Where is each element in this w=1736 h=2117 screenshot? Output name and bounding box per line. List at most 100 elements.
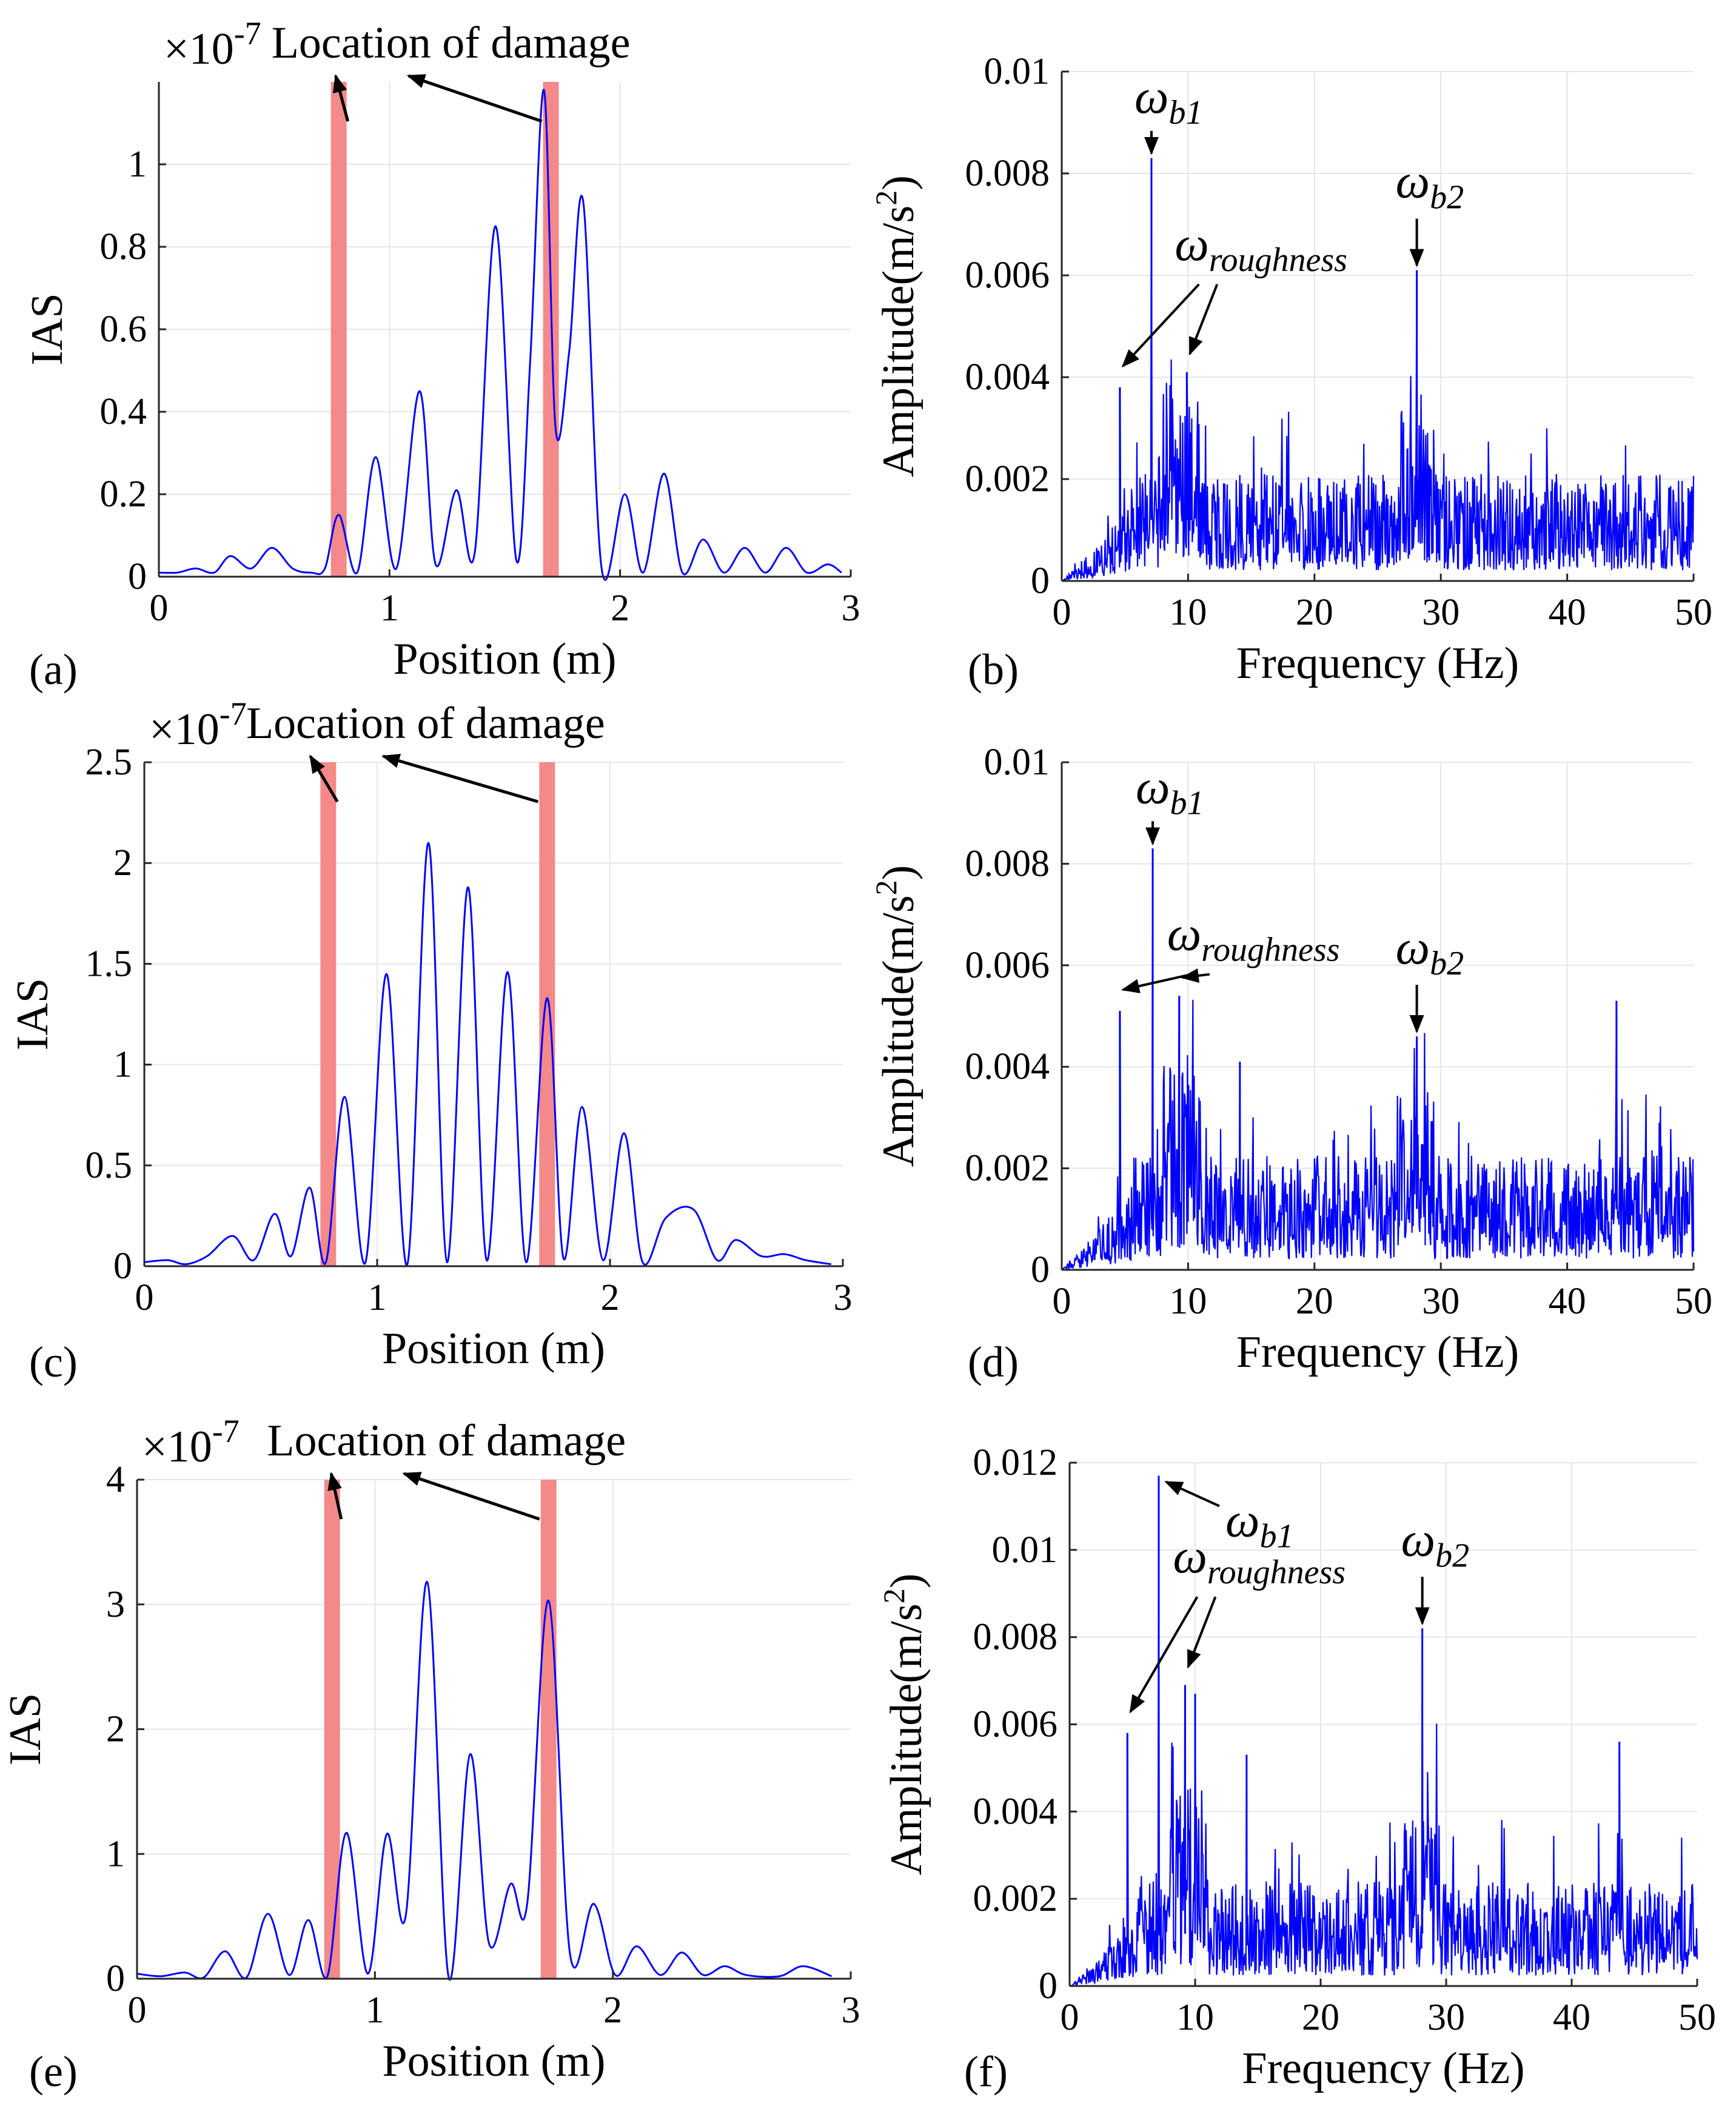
x-tick-label: 3 xyxy=(842,588,860,629)
y-tick-label: 0 xyxy=(1031,1249,1050,1290)
x-axis-label: Position (m) xyxy=(383,2036,606,2086)
omega-sub: b2 xyxy=(1430,945,1464,982)
damage-annotation: Location of damage xyxy=(246,699,605,748)
exponent-base: ×10 xyxy=(149,705,220,754)
damage-band-1 xyxy=(324,1480,340,1979)
roughness-arrow-right xyxy=(1180,968,1210,983)
omega-b2-label: ωb2 xyxy=(1401,1513,1469,1574)
x-tick-label: 50 xyxy=(1675,1281,1712,1322)
damage-band-1 xyxy=(330,82,347,577)
y-tick-label: 4 xyxy=(106,1459,125,1500)
exponent-base: ×10 xyxy=(142,1422,212,1472)
x-tick-label: 10 xyxy=(1169,1281,1207,1322)
y-axis-label-text: Amplitude(m/s xyxy=(882,1603,931,1875)
omega-sub: b2 xyxy=(1430,179,1464,216)
roughness-arrow-right xyxy=(1188,284,1219,356)
y-tick-label: 0 xyxy=(113,1246,132,1287)
omega-roughness-label: ωroughness xyxy=(1167,908,1340,969)
chart-panel-6: 0 10 20 30 40 50 0 0.002 0.004 0.006 0.008 0.01 0.01… xyxy=(877,1442,1716,2096)
x-axis-label: Position (m) xyxy=(382,1324,605,1374)
omega-roughness-label: ωroughness xyxy=(1173,1530,1346,1591)
y-tick-label: 1.5 xyxy=(85,943,133,984)
x-tick-label: 30 xyxy=(1427,1997,1465,2038)
omega-sub: b1 xyxy=(1170,784,1204,822)
y-tick-label: 1 xyxy=(113,1044,132,1085)
y-axis-label-end: ) xyxy=(882,1574,931,1589)
roughness-arrow-left xyxy=(1121,283,1200,367)
damage-arrow-left xyxy=(332,74,350,122)
omega-symbol: ω xyxy=(1401,1513,1435,1566)
x-axis-label: Position (m) xyxy=(394,634,617,684)
y-tick-label: 0.002 xyxy=(965,458,1050,500)
y-axis-label: Amplitude(m/s2) xyxy=(869,865,923,1167)
damage-arrow-right xyxy=(406,74,543,123)
y-tick-label: 2 xyxy=(113,842,132,884)
omega-b1-label: ωb1 xyxy=(1134,70,1202,132)
panel-label: (e) xyxy=(29,2047,78,2096)
x-tick-label: 2 xyxy=(601,1277,620,1318)
series-line xyxy=(1061,158,1695,582)
y-tick-label: 0 xyxy=(128,556,147,597)
omega-symbol: ω xyxy=(1225,1494,1259,1548)
y-tick-label: 0.01 xyxy=(992,1529,1058,1571)
x-tick-label: 0 xyxy=(1061,1997,1079,2038)
x-tick-label: 3 xyxy=(842,1990,860,2031)
gridlines xyxy=(159,82,851,577)
damage-arrow-right xyxy=(381,754,539,804)
exponent-power: -7 xyxy=(234,15,261,52)
x-tick-label: 0 xyxy=(150,588,169,629)
x-axis-label: Frequency (Hz) xyxy=(1236,1327,1519,1377)
y-tick-label: 0.008 xyxy=(965,843,1050,884)
series-line xyxy=(1069,1475,1698,1987)
y-tick-label: 0.4 xyxy=(100,391,147,432)
exponent-base: ×10 xyxy=(164,24,234,74)
y-tick-label: 0.008 xyxy=(973,1617,1058,1658)
y-tick-label: 0.002 xyxy=(973,1878,1058,1919)
y-tick-label: 0.004 xyxy=(973,1791,1058,1832)
damage-annotation: Location of damage xyxy=(272,18,631,68)
omega-sub: roughness xyxy=(1209,241,1347,279)
y-axis-label-text: Amplitude(m/s xyxy=(874,895,923,1167)
chart-panel-5: 0 1 2 3 0 1 2 3 4 Position (m) IAS (e) ×10-7 Location… xyxy=(1,1413,860,2096)
roughness-arrow-left xyxy=(1121,973,1192,993)
omega-b2-label: ωb2 xyxy=(1396,921,1464,982)
y-axis-label: Amplitude(m/s2) xyxy=(877,1574,931,1876)
y-tick-label: 0.01 xyxy=(984,742,1050,783)
gridlines xyxy=(144,762,843,1266)
x-tick-label: 20 xyxy=(1296,592,1333,633)
x-axis-label: Frequency (Hz) xyxy=(1236,639,1519,688)
omega-b1-label: ωb1 xyxy=(1225,1494,1293,1555)
y-tick-label: 0.5 xyxy=(85,1145,133,1186)
omega-symbol: ω xyxy=(1136,760,1170,814)
chart-panel-4: 0 10 20 30 40 50 0 0.002 0.004 0.006 0.008 0.01 Freq… xyxy=(869,742,1712,1386)
panel-label: (d) xyxy=(968,1338,1019,1386)
series-line xyxy=(1061,848,1695,1272)
y-tick-label: 3 xyxy=(106,1584,125,1625)
y-axis-label-end: ) xyxy=(874,865,923,881)
omega-symbol: ω xyxy=(1134,70,1168,124)
y-axis-label: IAS xyxy=(22,293,72,365)
omega-sub: b1 xyxy=(1259,1518,1293,1555)
x-tick-label: 40 xyxy=(1549,592,1586,633)
series-line xyxy=(144,842,832,1266)
damage-arrow-left xyxy=(327,1472,343,1520)
x-tick-label: 20 xyxy=(1302,1997,1339,2038)
roughness-arrow-left xyxy=(1129,1596,1199,1714)
omega-symbol: ω xyxy=(1175,218,1208,271)
omega-roughness-label: ωroughness xyxy=(1175,218,1347,279)
y-tick-label: 0.004 xyxy=(965,357,1050,398)
roughness-arrow-right xyxy=(1187,1596,1217,1669)
x-tick-label: 0 xyxy=(135,1277,154,1318)
damage-band-2 xyxy=(539,762,555,1266)
gridlines xyxy=(1062,71,1694,581)
y-tick-label: 0.002 xyxy=(965,1148,1050,1189)
exponent-label: ×10-7 xyxy=(142,1413,240,1472)
y-tick-label: 0.2 xyxy=(100,474,147,515)
y-axis-label-power: 2 xyxy=(869,190,903,206)
x-tick-label: 20 xyxy=(1296,1281,1333,1322)
y-axis-label: IAS xyxy=(1,1693,50,1765)
damage-arrow-right xyxy=(402,1472,540,1521)
omega-b1-arrow xyxy=(1164,1480,1220,1508)
y-axis-label-power: 2 xyxy=(877,1588,911,1603)
